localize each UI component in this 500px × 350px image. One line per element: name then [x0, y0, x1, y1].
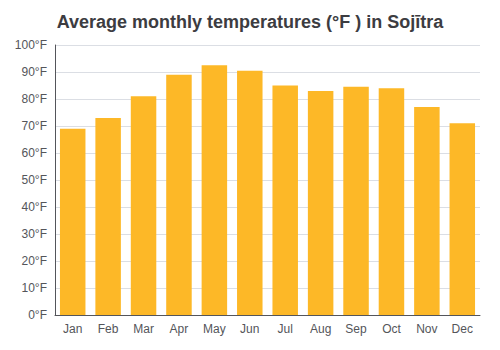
svg-text:Nov: Nov	[416, 322, 437, 336]
svg-text:30°F: 30°F	[22, 227, 47, 241]
svg-text:Mar: Mar	[133, 322, 154, 336]
svg-text:50°F: 50°F	[22, 173, 47, 187]
svg-text:0°F: 0°F	[28, 308, 47, 322]
svg-text:Sep: Sep	[345, 322, 367, 336]
svg-text:20°F: 20°F	[22, 254, 47, 268]
svg-text:40°F: 40°F	[22, 200, 47, 214]
svg-text:Jan: Jan	[63, 322, 82, 336]
svg-text:70°F: 70°F	[22, 119, 47, 133]
svg-text:Feb: Feb	[98, 322, 119, 336]
svg-text:Average monthly temperatures (: Average monthly temperatures (°F ) in So…	[57, 12, 445, 32]
svg-text:100°F: 100°F	[15, 38, 47, 52]
svg-text:Apr: Apr	[170, 322, 189, 336]
svg-text:80°F: 80°F	[22, 92, 47, 106]
svg-text:Jul: Jul	[278, 322, 293, 336]
svg-text:90°F: 90°F	[22, 65, 47, 79]
svg-text:10°F: 10°F	[22, 281, 47, 295]
svg-text:60°F: 60°F	[22, 146, 47, 160]
svg-text:Dec: Dec	[452, 322, 473, 336]
svg-text:May: May	[203, 322, 226, 336]
svg-text:Aug: Aug	[310, 322, 331, 336]
svg-text:Oct: Oct	[382, 322, 401, 336]
svg-text:Jun: Jun	[240, 322, 259, 336]
